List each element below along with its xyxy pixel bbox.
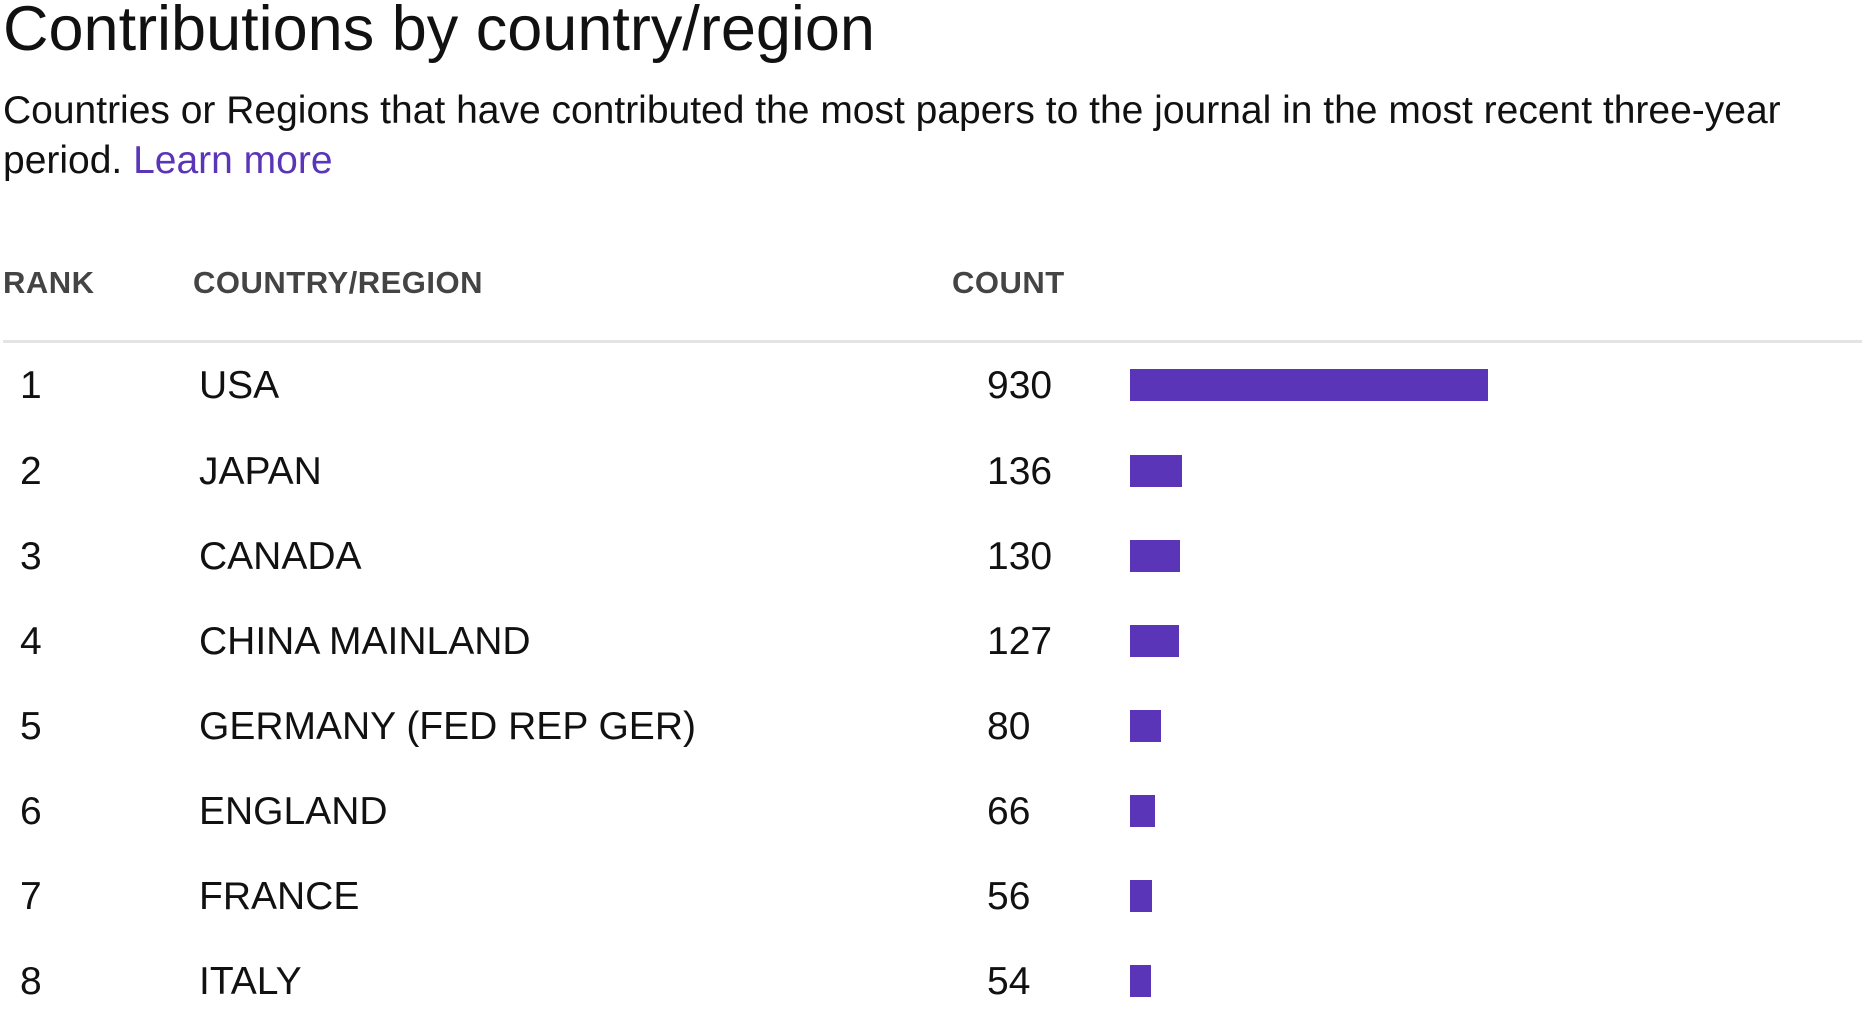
column-header-rank: RANK (3, 265, 95, 300)
rank-cell: 8 (20, 960, 42, 1003)
count-bar (1130, 710, 1161, 742)
country-cell: ENGLAND (199, 790, 388, 833)
table-row: 7 FRANCE 56 (0, 872, 1862, 944)
page-subtitle: Countries or Regions that have contribut… (3, 86, 1848, 186)
country-cell: JAPAN (199, 450, 322, 493)
table-row: 6 ENGLAND 66 (0, 787, 1862, 859)
country-cell: CANADA (199, 535, 362, 578)
count-bar-track (1130, 795, 1850, 827)
count-bar-track (1130, 880, 1850, 912)
count-cell: 127 (987, 620, 1053, 663)
table-row: 5 GERMANY (FED REP GER) 80 (0, 702, 1862, 774)
count-cell: 130 (987, 535, 1053, 578)
count-bar (1130, 880, 1152, 912)
contributions-panel: Contributions by country/region Countrie… (0, 0, 1862, 1003)
learn-more-link[interactable]: Learn more (133, 139, 333, 182)
column-header-count: COUNT (952, 265, 1065, 300)
table-row: 8 ITALY 54 (0, 957, 1862, 1029)
subtitle-text: Countries or Regions that have contribut… (3, 89, 1781, 182)
page-title: Contributions by country/region (3, 0, 875, 64)
count-bar (1130, 795, 1155, 827)
country-cell: USA (199, 364, 280, 407)
table-row: 1 USA 930 (0, 361, 1862, 433)
count-bar-track (1130, 710, 1850, 742)
rank-cell: 6 (20, 790, 42, 833)
country-cell: GERMANY (FED REP GER) (199, 705, 696, 748)
table-row: 4 CHINA MAINLAND 127 (0, 617, 1862, 689)
count-cell: 80 (987, 705, 1031, 748)
count-bar (1130, 625, 1179, 657)
count-bar (1130, 369, 1488, 401)
count-bar-track (1130, 455, 1850, 487)
count-cell: 54 (987, 960, 1031, 1003)
count-bar-track (1130, 625, 1850, 657)
rank-cell: 1 (20, 364, 42, 407)
rank-cell: 7 (20, 875, 42, 918)
count-bar (1130, 455, 1182, 487)
table-row: 2 JAPAN 136 (0, 447, 1862, 519)
table-row: 3 CANADA 130 (0, 532, 1862, 604)
count-bar-track (1130, 540, 1850, 572)
header-divider (3, 340, 1862, 343)
country-cell: CHINA MAINLAND (199, 620, 531, 663)
count-bar-track (1130, 965, 1850, 997)
column-header-country-region: COUNTRY/REGION (193, 265, 484, 300)
rank-cell: 5 (20, 705, 42, 748)
count-bar-track (1130, 369, 1850, 401)
count-cell: 66 (987, 790, 1031, 833)
country-cell: FRANCE (199, 875, 360, 918)
count-cell: 56 (987, 875, 1031, 918)
rank-cell: 3 (20, 535, 42, 578)
count-bar (1130, 540, 1180, 572)
count-cell: 136 (987, 450, 1053, 493)
country-cell: ITALY (199, 960, 302, 1003)
rank-cell: 4 (20, 620, 42, 663)
rank-cell: 2 (20, 450, 42, 493)
count-bar (1130, 965, 1151, 997)
count-cell: 930 (987, 364, 1053, 407)
